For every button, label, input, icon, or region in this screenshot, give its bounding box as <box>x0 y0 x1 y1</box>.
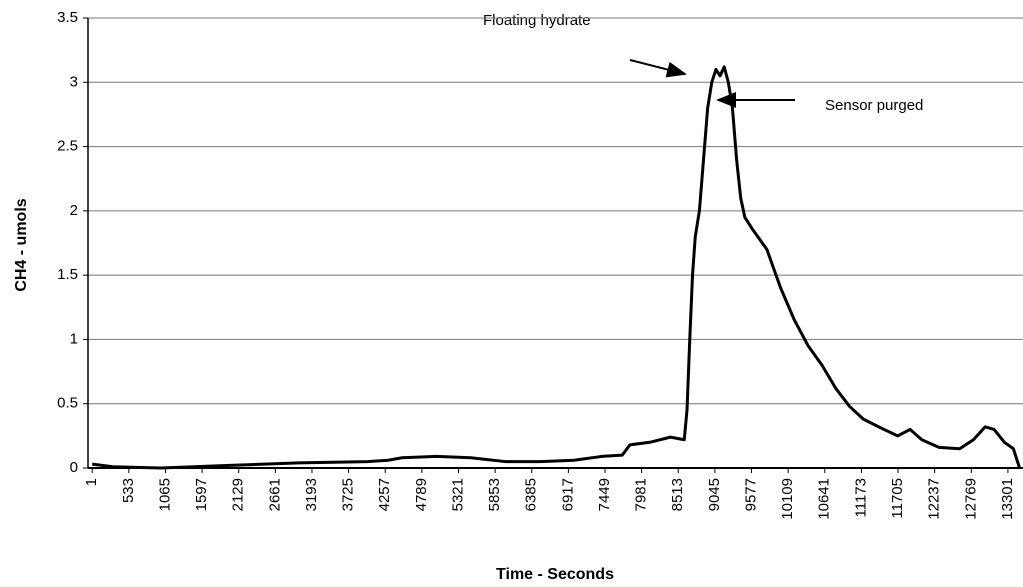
x-tick-label: 5853 <box>486 478 503 511</box>
y-axis-title: CH4 - umols <box>13 198 30 291</box>
y-tick-label: 0 <box>70 459 78 476</box>
x-tick-label: 3725 <box>340 478 357 511</box>
y-tick-label: 2 <box>70 202 78 219</box>
x-tick-label: 9577 <box>742 478 759 511</box>
annotation: Sensor purged <box>825 97 923 114</box>
x-tick-label: 3193 <box>303 478 320 511</box>
x-tick-label: 8513 <box>669 478 686 511</box>
y-tick-label: 3.5 <box>57 9 78 26</box>
x-tick-label: 4789 <box>413 478 430 511</box>
x-tick-label: 1 <box>83 478 100 486</box>
x-tick-label: 13301 <box>999 478 1016 520</box>
x-tick-label: 12769 <box>962 478 979 520</box>
x-tick-label: 12237 <box>926 478 943 520</box>
x-tick-label: 2129 <box>230 478 247 511</box>
x-tick-label: 1065 <box>156 478 173 511</box>
x-tick-label: 7449 <box>596 478 613 511</box>
y-tick-label: 1.5 <box>57 266 78 283</box>
y-tick-label: 3 <box>70 73 78 90</box>
x-tick-label: 11173 <box>852 478 869 518</box>
x-tick-label: 10641 <box>816 478 833 520</box>
y-tick-label: 0.5 <box>57 395 78 412</box>
x-tick-label: 2661 <box>266 478 283 511</box>
x-tick-label: 5321 <box>449 478 466 511</box>
x-tick-label: 1597 <box>193 478 210 511</box>
y-tick-label: 1 <box>70 330 78 347</box>
x-tick-label: 4257 <box>376 478 393 511</box>
annotation-arrow <box>629 59 687 78</box>
annotation: Floating hydrate <box>483 12 591 29</box>
x-tick-label: 6917 <box>559 478 576 511</box>
x-axis-title: Time - Seconds <box>496 566 614 583</box>
x-tick-label: 6385 <box>523 478 540 511</box>
x-tick-label: 11705 <box>889 478 906 519</box>
y-tick-label: 2.5 <box>57 138 78 155</box>
x-tick-label: 10109 <box>779 478 796 520</box>
x-tick-label: 533 <box>120 478 137 503</box>
x-tick-label: 7981 <box>633 478 650 511</box>
x-tick-label: 9045 <box>706 478 723 511</box>
data-line <box>92 65 1021 470</box>
